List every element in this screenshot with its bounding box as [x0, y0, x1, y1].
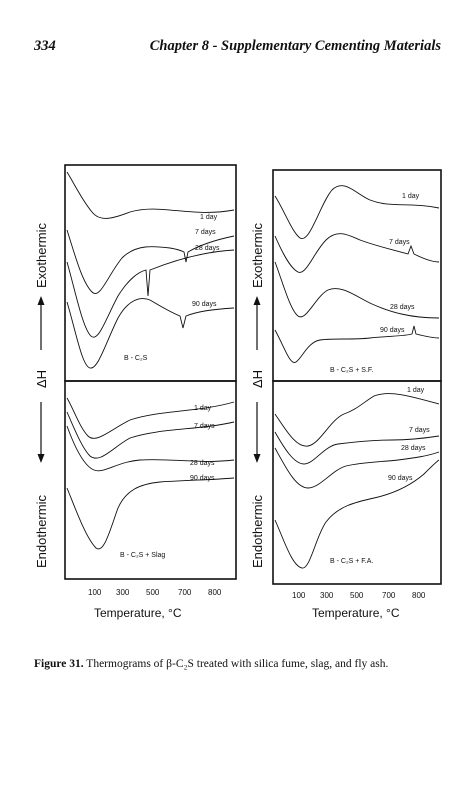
right-x-axis: 100 300 500 700 800 Temperature, °C — [292, 591, 426, 620]
right-bottom-sample-label: B - C₂S + F.A. — [330, 558, 373, 565]
figure-caption-label: Figure 31. — [34, 658, 84, 670]
figure-caption: Figure 31. Thermograms of β-C₂S treated … — [34, 658, 454, 670]
left-x-tick-700: 700 — [178, 588, 192, 597]
right-top-label-90-days: 90 days — [380, 327, 405, 334]
left-x-axis: 100 300 500 700 800 Temperature, °C — [88, 588, 222, 620]
left-x-axis-label: Temperature, °C — [94, 606, 182, 620]
right-bottom-curve-7-days — [274, 431, 440, 465]
left-down-arrow — [37, 402, 45, 463]
right-bottom-panel: 1 day 7 days 28 days 90 days B - C₂S + F… — [272, 380, 442, 585]
right-bottom-label-7-days: 7 days — [409, 427, 430, 434]
left-top-curve-7-days — [66, 229, 235, 294]
left-top-label-28-days: 28 days — [195, 245, 220, 252]
page-number: 334 — [34, 38, 56, 54]
left-bottom-curve-7-days — [66, 411, 235, 459]
right-top-curve-28-days — [274, 261, 440, 319]
left-bottom-panel: 1 day 7 days 28 days 90 days B - C₂S + S… — [64, 380, 237, 580]
right-top-label-28-days: 28 days — [390, 304, 415, 311]
left-top-curve-90-days — [66, 298, 235, 369]
left-bottom-label-1-day: 1 day — [194, 405, 212, 412]
right-x-tick-500: 500 — [350, 591, 364, 600]
left-bottom-sample-label: B - C₂S + Slag — [120, 552, 165, 559]
left-bottom-curve-1-day — [66, 397, 235, 439]
left-exothermic-label: Exothermic — [34, 222, 49, 288]
left-x-tick-500: 500 — [146, 588, 160, 597]
right-bottom-curve-1-day — [274, 393, 440, 447]
left-top-sample-label: B - C₂S — [124, 355, 148, 362]
right-top-label-1-day: 1 day — [402, 193, 420, 200]
right-x-tick-800: 800 — [412, 591, 426, 600]
left-top-label-1-day: 1 day — [200, 214, 218, 221]
right-figure: Exothermic ΔH Endothermic 1 day 7 days 2… — [250, 169, 442, 620]
chapter-title: Chapter 8 - Supplementary Cementing Mate… — [149, 38, 441, 54]
right-bottom-curve-90-days — [274, 459, 440, 569]
right-x-tick-100: 100 — [292, 591, 306, 600]
right-down-arrow — [253, 402, 261, 463]
right-top-curve-7-days — [274, 233, 440, 273]
right-delta-h-label: ΔH — [250, 370, 265, 388]
right-top-curve-90-days — [274, 325, 440, 363]
left-endothermic-label: Endothermic — [34, 495, 49, 568]
left-x-tick-800: 800 — [208, 588, 222, 597]
left-x-tick-300: 300 — [116, 588, 130, 597]
left-x-tick-100: 100 — [88, 588, 102, 597]
right-x-tick-700: 700 — [382, 591, 396, 600]
right-top-curve-1-day — [274, 185, 440, 239]
right-x-tick-300: 300 — [320, 591, 334, 600]
left-top-curve-28-days — [66, 249, 235, 338]
right-endothermic-label: Endothermic — [250, 495, 265, 568]
left-top-panel: 1 day 7 days 28 days 90 days B - C₂S — [64, 164, 237, 382]
left-top-curve-1-day — [66, 171, 235, 219]
right-bottom-label-90-days: 90 days — [388, 475, 413, 482]
right-bottom-label-28-days: 28 days — [401, 445, 426, 452]
left-up-arrow — [37, 296, 45, 350]
left-bottom-curve-90-days — [66, 477, 235, 550]
right-x-axis-label: Temperature, °C — [312, 606, 400, 620]
right-top-sample-label: B - C₂S + S.F. — [330, 367, 373, 374]
left-bottom-label-28-days: 28 days — [190, 460, 215, 467]
left-bottom-label-90-days: 90 days — [190, 475, 215, 482]
right-bottom-curve-28-days — [274, 447, 440, 489]
right-up-arrow — [253, 296, 261, 350]
left-bottom-curve-28-days — [66, 425, 235, 472]
right-exothermic-label: Exothermic — [250, 222, 265, 288]
right-top-label-7-days: 7 days — [389, 239, 410, 246]
right-top-panel: 1 day 7 days 28 days 90 days B - C₂S + S… — [272, 169, 442, 382]
right-bottom-label-1-day: 1 day — [407, 387, 425, 394]
left-delta-h-label: ΔH — [34, 370, 49, 388]
left-top-label-7-days: 7 days — [195, 229, 216, 236]
left-figure: Exothermic ΔH Endothermic 1 day 7 days 2… — [34, 164, 237, 620]
left-top-label-90-days: 90 days — [192, 301, 217, 308]
figure-caption-text: Thermograms of β-C₂S treated with silica… — [86, 658, 389, 670]
left-bottom-label-7-days: 7 days — [194, 423, 215, 430]
